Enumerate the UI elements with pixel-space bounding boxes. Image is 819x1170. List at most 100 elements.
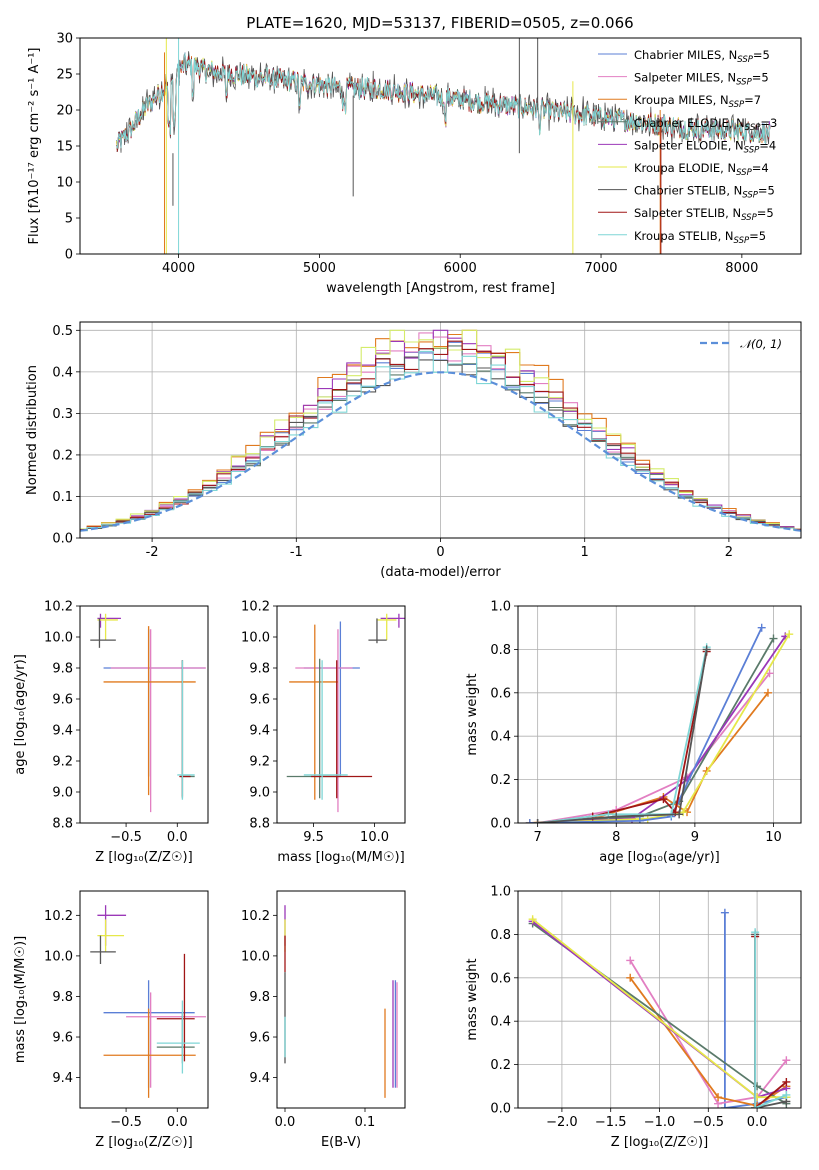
y-tick-label: 15 bbox=[56, 140, 73, 155]
x-axis-label: Z [log₁₀(Z/Z☉)] bbox=[95, 1135, 192, 1150]
y-tick-label: 9.6 bbox=[249, 693, 270, 708]
legend-label-sub: SSP bbox=[736, 168, 752, 178]
y-tick-label: 9.4 bbox=[249, 1071, 270, 1086]
y-tick-label: 1.0 bbox=[490, 600, 511, 615]
y-tick-label: 0.3 bbox=[52, 407, 73, 422]
x-tick-label: 10 bbox=[765, 830, 782, 845]
y-tick-label: 10.2 bbox=[44, 909, 73, 924]
error-bar-point bbox=[303, 660, 348, 800]
x-tick-label: 6000 bbox=[444, 261, 477, 276]
legend-label-tail: =5 bbox=[758, 184, 775, 198]
x-tick-label: 8000 bbox=[725, 261, 758, 276]
error-bar-point bbox=[103, 629, 205, 777]
error-bar-point bbox=[303, 621, 360, 777]
error-bar-point bbox=[380, 613, 405, 628]
mass-weight-vs-metallicity-panel: −2.0 −1.5 −1.0 −0.5 0.0 0.0 0.2 0.4 0.6 0.8 1.0 Z [… bbox=[465, 885, 802, 1150]
legend-label-tail: =4 bbox=[752, 161, 769, 175]
mass-weight-marker bbox=[782, 1077, 791, 1086]
error-bar-point bbox=[97, 613, 121, 628]
ticks: −0.5 0.0 9.4 9.6 9.8 10.0 10.2 bbox=[44, 909, 188, 1130]
y-tick-label: 1.0 bbox=[490, 885, 511, 900]
y-tick-label: 9.4 bbox=[249, 724, 270, 739]
error-bar-point bbox=[97, 919, 125, 952]
legend-label-tail: =3 bbox=[760, 116, 777, 130]
ticks: 9.5 10.0 8.8 9.0 9.2 9.4 9.6 9.8 10.0 10.2 bbox=[241, 600, 389, 846]
y-tick-label: 0.0 bbox=[490, 817, 511, 832]
y-tick-label: 9.0 bbox=[249, 786, 270, 801]
mass-weight-line-3 bbox=[629, 977, 787, 1107]
legend-label-tail: =5 bbox=[749, 229, 766, 243]
y-tick-label: 10.2 bbox=[241, 909, 270, 924]
mass-weight-line-2 bbox=[537, 672, 771, 823]
x-tick-label: 0.0 bbox=[167, 830, 188, 845]
legend-label-text: Kroupa STELIB, N bbox=[634, 229, 734, 243]
y-tick-label: 10.0 bbox=[44, 631, 73, 646]
legend-label-text: Chabrier MILES, N bbox=[634, 48, 737, 62]
ticks: -2 -1 0 1 2 0.0 0.1 0.2 0.3 0.4 0.5 bbox=[52, 324, 733, 560]
x-tick-label: −0.5 bbox=[110, 830, 142, 845]
legend-label: Kroupa ELODIE, NSSP=4 bbox=[634, 161, 769, 178]
legend-label-text: Salpeter ELODIE, N bbox=[634, 138, 744, 152]
legend-label: 𝒩(0, 1) bbox=[740, 337, 782, 351]
legend-label-sub: SSP bbox=[737, 55, 753, 65]
legend-label-text: Chabrier ELODIE, N bbox=[634, 116, 745, 130]
error-bar-point bbox=[97, 905, 127, 946]
legend-label: Kroupa STELIB, NSSP=5 bbox=[634, 229, 766, 246]
mass-vs-ebv-panel: 0.0 0.1 9.4 9.6 9.8 10.0 10.2 E(B-V) bbox=[241, 890, 406, 1150]
x-tick-label: 7 bbox=[534, 830, 542, 845]
y-tick-label: 10.2 bbox=[241, 600, 270, 615]
mass-weight-marker bbox=[714, 1093, 723, 1102]
legend-label-tail: =5 bbox=[753, 48, 770, 62]
plot-area bbox=[116, 38, 771, 254]
y-tick-label: 9.8 bbox=[249, 662, 270, 677]
x-tick-label: 7000 bbox=[584, 261, 617, 276]
mass-weight-marker bbox=[782, 1090, 791, 1099]
y-tick-label: 8.8 bbox=[52, 817, 73, 832]
legend-label-sub: SSP bbox=[736, 78, 752, 88]
residual-legend: 𝒩(0, 1) bbox=[700, 337, 782, 351]
residual-histogram-panel: -2 -1 0 1 2 0.0 0.1 0.2 0.3 0.4 0.5 (data-model)/er… bbox=[25, 321, 802, 580]
age-vs-metallicity-panel: −0.5 0.0 8.8 9.0 9.2 9.4 9.6 9.8 10.0 10.2 Z [log₁… bbox=[13, 600, 209, 865]
mass-weight-marker bbox=[751, 928, 760, 937]
legend-label-text: Salpeter STELIB, N bbox=[634, 206, 741, 220]
axes-frame bbox=[79, 890, 209, 1109]
mass-weight-marker bbox=[612, 812, 621, 821]
y-tick-label: 9.4 bbox=[52, 724, 73, 739]
age-vs-mass-panel: 9.5 10.0 8.8 9.0 9.2 9.4 9.6 9.8 10.0 10.2 mass [l… bbox=[241, 600, 406, 865]
error-bar-point bbox=[368, 618, 387, 644]
mass-weight-marker bbox=[702, 645, 711, 654]
error-bar-point bbox=[90, 935, 116, 965]
axes-frame bbox=[276, 890, 406, 1109]
mass-weight-marker bbox=[720, 1104, 729, 1108]
y-tick-label: 9.6 bbox=[52, 693, 73, 708]
mass-weight-marker bbox=[720, 908, 729, 917]
y-axis-label: mass weight bbox=[465, 958, 480, 1040]
mass-weight-marker bbox=[763, 688, 772, 697]
axes-frame bbox=[517, 605, 802, 824]
y-tick-label: 5 bbox=[65, 212, 73, 227]
legend-label-sub: SSP bbox=[741, 213, 757, 223]
y-tick-label: 10.0 bbox=[44, 949, 73, 964]
mass-weight-marker bbox=[635, 816, 644, 823]
x-axis-label: Z [log₁₀(Z/Z☉)] bbox=[611, 1135, 708, 1150]
error-bar-point bbox=[376, 613, 397, 641]
y-tick-label: 0.4 bbox=[490, 730, 511, 745]
mass-weight-marker bbox=[757, 623, 766, 632]
mass-weight-marker bbox=[528, 915, 537, 924]
mass-weight-line-8 bbox=[537, 647, 708, 823]
grid bbox=[518, 890, 801, 1109]
y-tick-label: 0.2 bbox=[490, 1058, 511, 1073]
y-tick-label: 8.8 bbox=[249, 817, 270, 832]
error-bar-point bbox=[295, 629, 353, 813]
error-bar-point bbox=[110, 629, 206, 813]
x-tick-label: −1.5 bbox=[595, 1115, 627, 1130]
y-tick-label: 10 bbox=[56, 176, 73, 191]
y-tick-label: 0.2 bbox=[52, 448, 73, 463]
ticks: 7 8 9 10 0.0 0.2 0.4 0.6 0.8 1.0 bbox=[490, 600, 781, 846]
legend-label: Chabrier MILES, NSSP=5 bbox=[634, 48, 770, 65]
x-tick-label: 0 bbox=[436, 545, 444, 560]
y-tick-label: 9.8 bbox=[249, 990, 270, 1005]
mass-weight-marker bbox=[751, 1104, 760, 1108]
legend-label-sub: SSP bbox=[744, 145, 760, 155]
